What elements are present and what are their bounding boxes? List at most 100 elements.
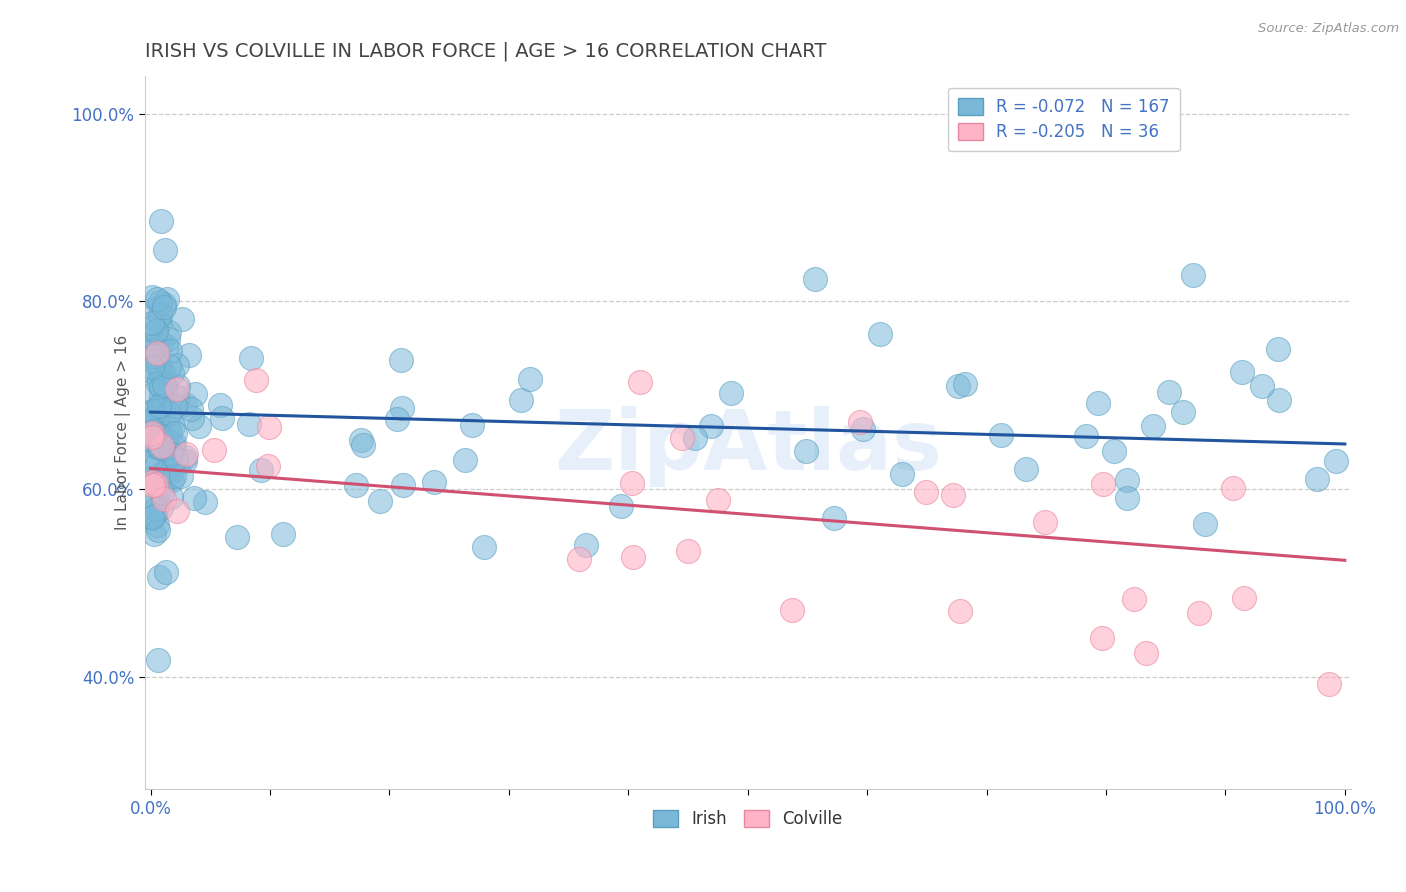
Point: [149, 430, 172, 444]
Text: ZipAtlas: ZipAtlas: [554, 407, 942, 487]
Point: [170, 312, 193, 326]
Point: [148, 419, 170, 434]
Point: [204, 443, 226, 458]
Point: [156, 293, 179, 307]
Point: [620, 476, 643, 491]
Point: [461, 417, 484, 432]
Point: [148, 360, 170, 375]
Point: [146, 292, 169, 306]
Point: [671, 431, 693, 445]
Point: [174, 396, 197, 410]
Point: [145, 428, 167, 442]
Point: [148, 432, 170, 446]
Point: [257, 420, 280, 434]
Point: [1115, 473, 1137, 487]
Text: Source: ZipAtlas.com: Source: ZipAtlas.com: [1258, 22, 1399, 36]
Point: [869, 326, 891, 341]
Point: [181, 410, 204, 425]
Point: [239, 351, 262, 365]
Point: [568, 552, 591, 566]
Point: [150, 485, 173, 500]
Point: [149, 428, 172, 442]
Point: [166, 504, 188, 518]
Point: [510, 393, 533, 408]
Point: [157, 449, 180, 463]
Point: [150, 500, 173, 515]
Point: [143, 526, 166, 541]
Point: [152, 296, 174, 310]
Point: [141, 316, 163, 330]
Point: [153, 243, 176, 257]
Point: [146, 440, 169, 454]
Point: [946, 378, 969, 392]
Point: [157, 326, 180, 340]
Point: [143, 508, 166, 523]
Point: [183, 491, 205, 506]
Point: [184, 387, 207, 401]
Point: [142, 365, 165, 379]
Point: [166, 390, 188, 404]
Point: [352, 438, 374, 452]
Point: [166, 379, 188, 393]
Point: [173, 454, 195, 468]
Point: [1091, 632, 1114, 646]
Point: [1033, 515, 1056, 529]
Point: [141, 510, 163, 524]
Point: [142, 349, 165, 363]
Point: [344, 478, 367, 492]
Point: [683, 431, 706, 445]
Point: [152, 367, 174, 381]
Text: IRISH VS COLVILLE IN LABOR FORCE | AGE > 16 CORRELATION CHART: IRISH VS COLVILLE IN LABOR FORCE | AGE >…: [145, 42, 827, 62]
Point: [152, 378, 174, 392]
Point: [160, 367, 183, 381]
Point: [148, 440, 170, 454]
Point: [145, 324, 167, 338]
Point: [142, 387, 165, 401]
Point: [519, 372, 541, 386]
Point: [141, 429, 163, 443]
Point: [1188, 606, 1211, 620]
Point: [169, 469, 191, 483]
Point: [148, 400, 170, 414]
Point: [174, 447, 197, 461]
Point: [157, 359, 180, 373]
Point: [1142, 418, 1164, 433]
Point: [142, 411, 165, 425]
Legend: Irish, Colville: Irish, Colville: [647, 803, 849, 834]
Point: [780, 603, 803, 617]
Point: [149, 467, 172, 481]
Point: [159, 491, 181, 505]
Point: [155, 338, 177, 352]
Point: [256, 459, 278, 474]
Point: [990, 428, 1012, 442]
Point: [155, 384, 177, 398]
Point: [149, 366, 172, 380]
Point: [145, 472, 167, 486]
Point: [678, 544, 700, 558]
Point: [153, 301, 176, 315]
Point: [165, 426, 187, 441]
Point: [141, 405, 163, 419]
Point: [387, 412, 409, 426]
Point: [914, 484, 936, 499]
Point: [145, 412, 167, 426]
Point: [148, 402, 170, 417]
Point: [149, 214, 172, 228]
Point: [628, 376, 651, 390]
Point: [1171, 405, 1194, 419]
Point: [1326, 453, 1348, 467]
Point: [187, 418, 209, 433]
Point: [162, 473, 184, 487]
Point: [1305, 471, 1327, 485]
Point: [1159, 385, 1181, 400]
Point: [720, 385, 742, 400]
Point: [194, 494, 217, 508]
Point: [141, 290, 163, 304]
Point: [160, 447, 183, 461]
Point: [391, 401, 413, 415]
Point: [148, 351, 170, 366]
Point: [148, 653, 170, 667]
Point: [145, 501, 167, 516]
Point: [851, 422, 873, 436]
Point: [142, 353, 165, 368]
